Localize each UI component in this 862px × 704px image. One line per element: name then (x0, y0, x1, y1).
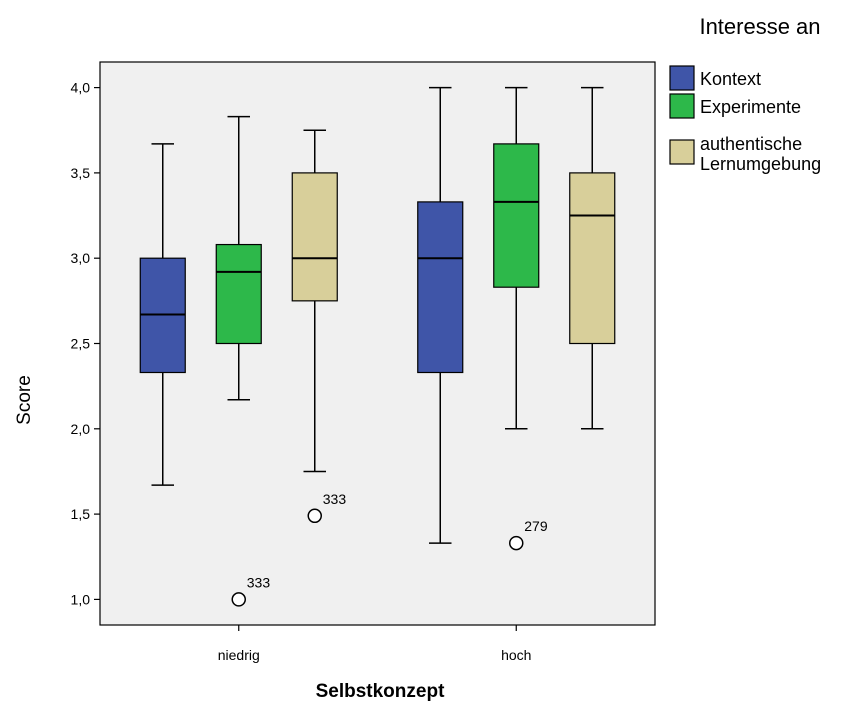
legend-swatch (669, 139, 695, 165)
plot-area (99, 61, 656, 626)
legend-label: authentische (700, 134, 802, 154)
outlier-label: 333 (247, 574, 271, 590)
legend: Kontext Experimente authentischeLernumgebu… (669, 65, 821, 174)
box-1-0: 333 (215, 115, 271, 607)
y-tick-label: 4,0 (71, 80, 91, 96)
outlier-label: 333 (323, 491, 347, 507)
x-axis-title: Selbstkonzept (316, 681, 445, 702)
y-axis: 1,0 1,5 2,0 2,5 3,0 3,5 4,0 (71, 80, 100, 607)
box-0-1 (417, 86, 464, 544)
box-1-1: 279 (493, 86, 548, 551)
box-0-0 (139, 143, 186, 486)
x-category-label: niedrig (218, 647, 260, 663)
box-iqr (215, 243, 262, 345)
y-tick-label: 2,5 (71, 336, 91, 352)
y-tick-label: 1,5 (71, 506, 91, 522)
legend-item: Kontext (669, 65, 761, 91)
y-axis-title: Score (14, 375, 35, 425)
box-iqr (417, 201, 464, 374)
legend-swatch (669, 93, 695, 119)
box-iqr (569, 172, 616, 345)
outlier-point (231, 592, 246, 607)
box-iqr (493, 143, 540, 288)
outlier-label: 279 (524, 518, 548, 534)
y-tick-label: 2,0 (71, 421, 91, 437)
x-category-label: hoch (501, 647, 531, 663)
legend-title: Interesse an (699, 14, 820, 39)
legend-label: Lernumgebung (700, 154, 821, 174)
y-tick-label: 3,5 (71, 165, 91, 181)
legend-label: Kontext (700, 69, 761, 89)
x-axis: niedrig hoch (218, 625, 531, 663)
box-iqr (291, 172, 338, 302)
legend-swatch (669, 65, 695, 91)
legend-item: Experimente (669, 93, 801, 119)
y-tick-label: 3,0 (71, 250, 91, 266)
box-2-1 (569, 86, 616, 430)
outlier-point (307, 508, 322, 524)
legend-label: Experimente (700, 97, 801, 117)
box-2-0: 333 (291, 129, 347, 524)
outlier-point (509, 535, 524, 551)
y-tick-label: 1,0 (71, 591, 91, 607)
boxes: 333 279 333 (139, 86, 616, 607)
